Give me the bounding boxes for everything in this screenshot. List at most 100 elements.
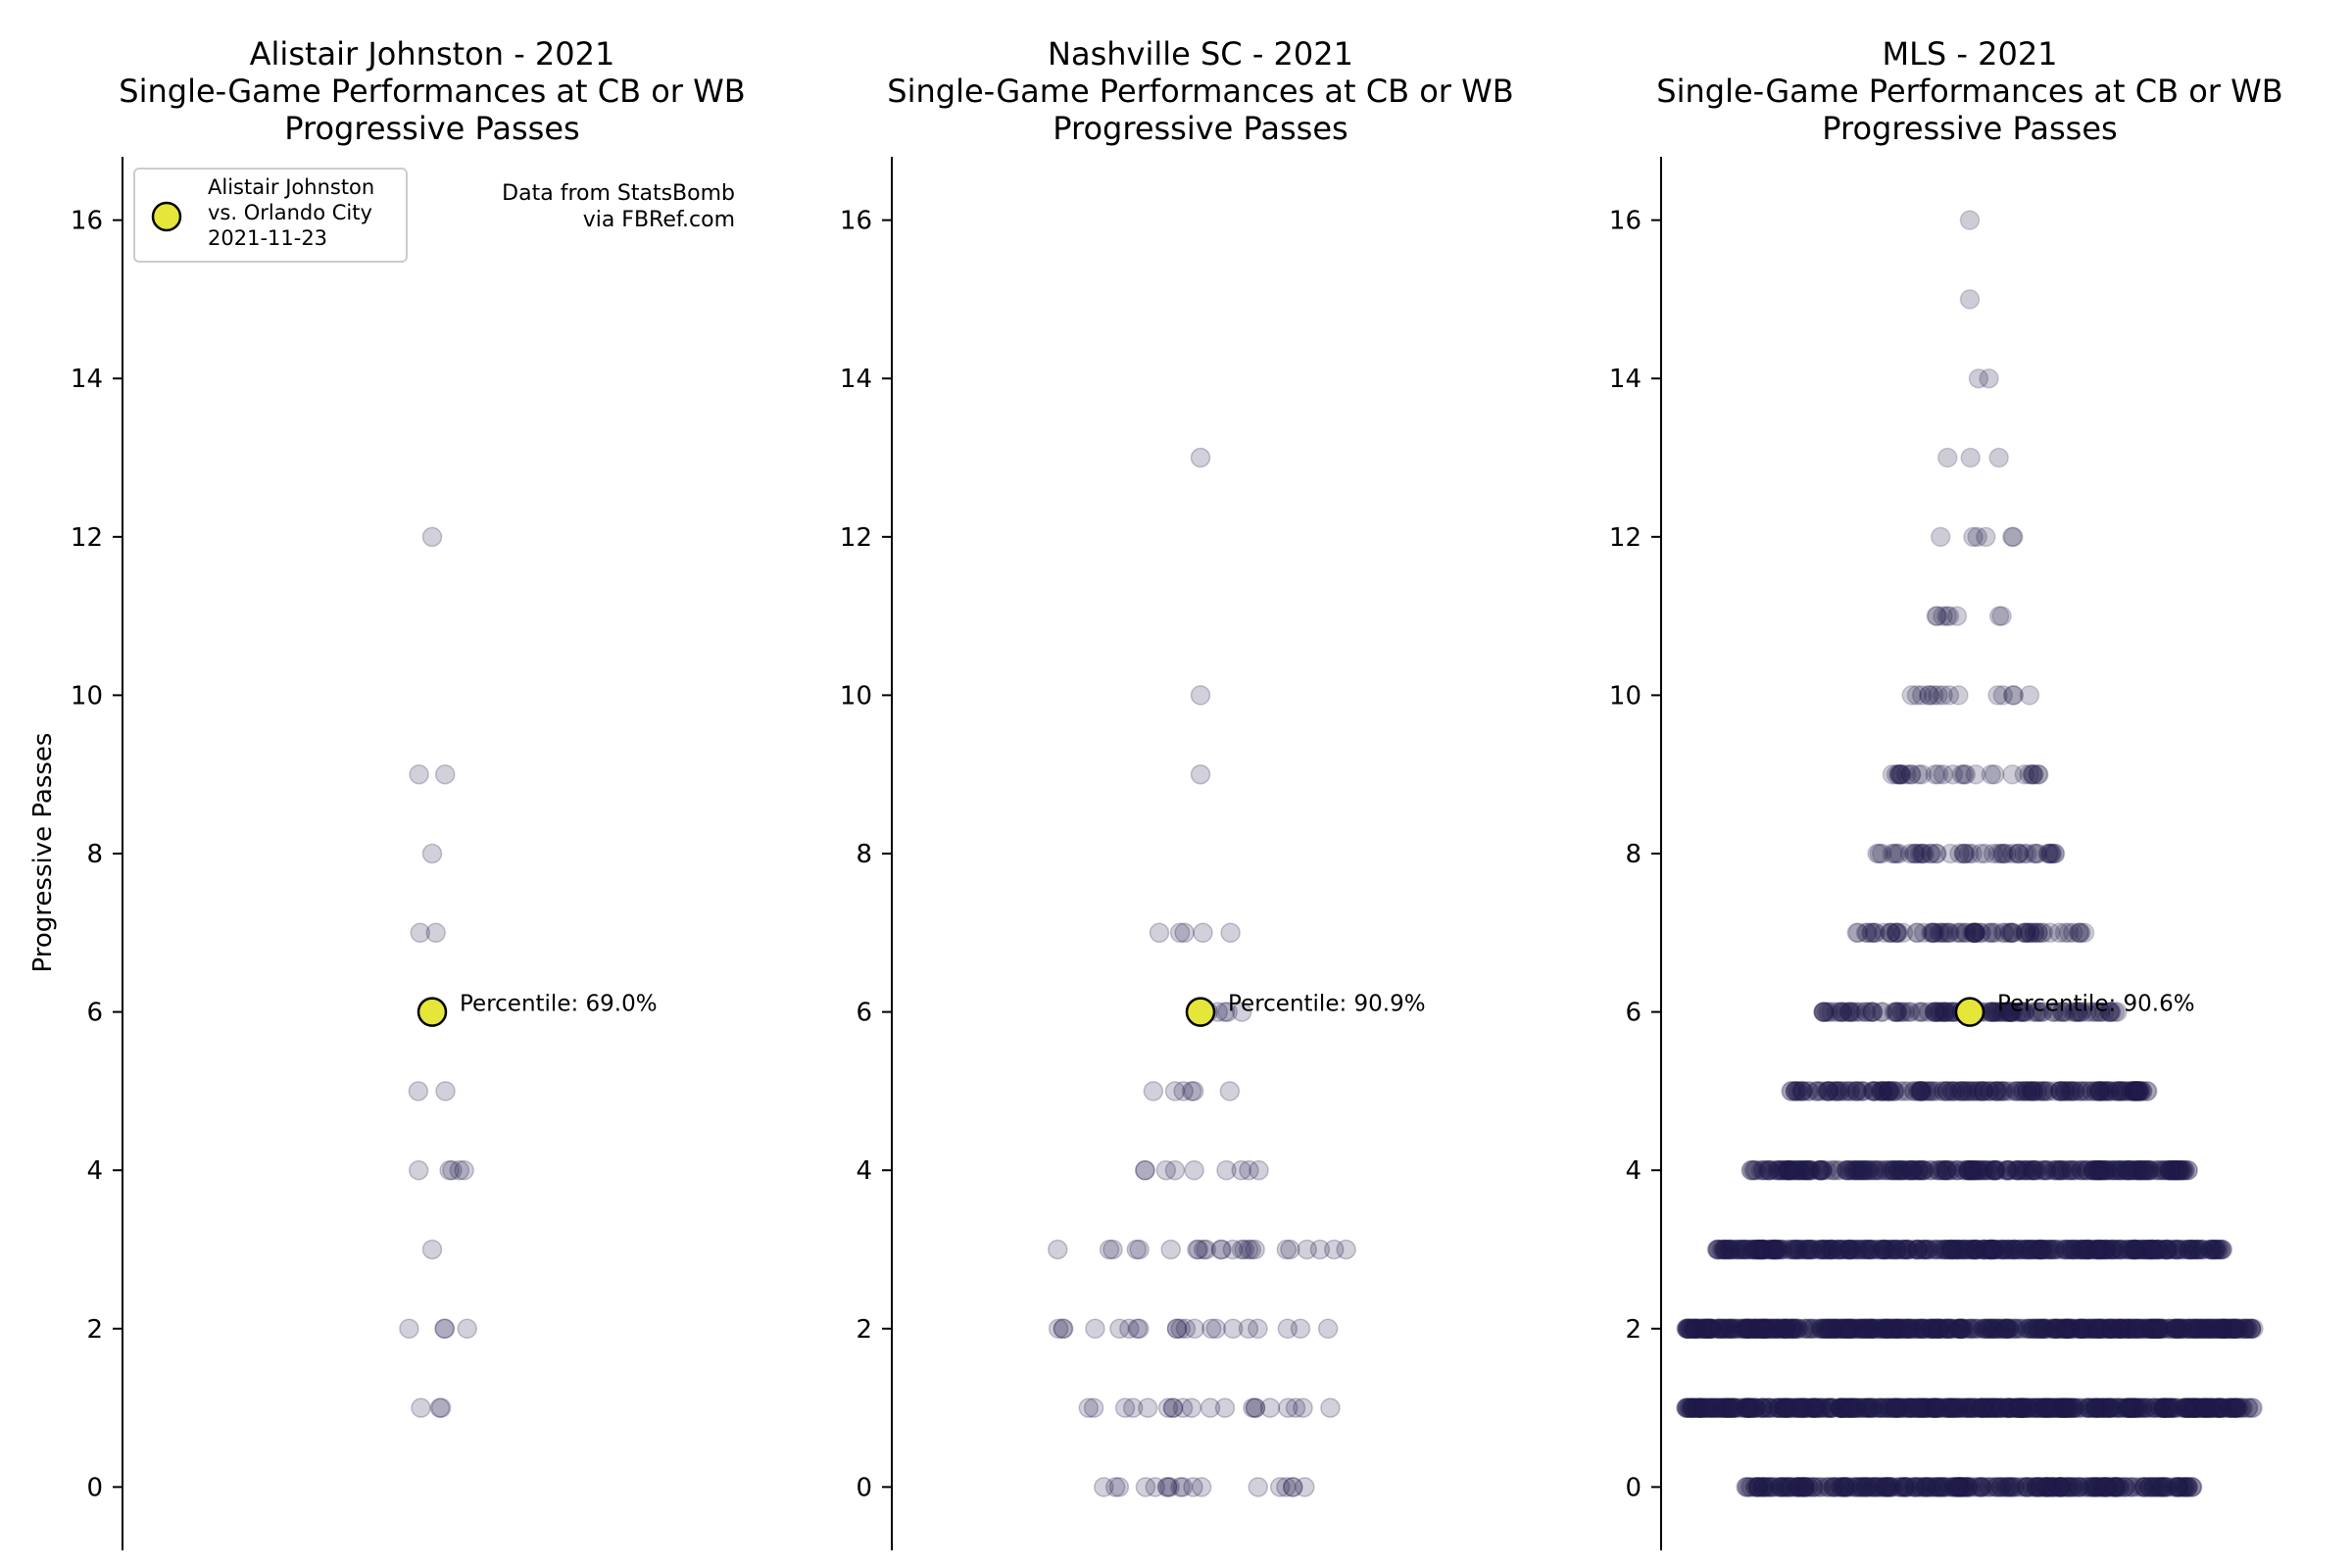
data-point	[1936, 1159, 1956, 1181]
data-point	[1855, 1477, 1877, 1497]
data-point	[2157, 1477, 2178, 1497]
data-point	[2026, 1477, 2047, 1497]
data-point	[1851, 1477, 1873, 1497]
data-point	[1889, 1477, 1911, 1497]
data-point	[1955, 1397, 1977, 1418]
data-point	[1998, 1477, 2020, 1497]
data-point	[1798, 1477, 1819, 1497]
data-point	[2053, 1397, 2074, 1418]
data-point	[1759, 1397, 1781, 1418]
data-point	[1985, 1477, 2007, 1497]
data-point	[1853, 1159, 1874, 1181]
data-point	[2115, 1477, 2136, 1497]
data-point	[1175, 1318, 1197, 1340]
data-point	[1850, 1397, 1871, 1418]
data-point	[1877, 1397, 1898, 1418]
data-point	[1833, 1477, 1854, 1497]
y-tick-label: 8	[856, 840, 872, 869]
data-point	[1324, 1239, 1345, 1260]
highlight-point	[416, 997, 448, 1027]
data-point	[1936, 447, 1958, 468]
legend-marker	[151, 201, 182, 232]
data-point	[2063, 1477, 2084, 1497]
y-tick-label: 6	[856, 999, 872, 1028]
data-point	[1220, 922, 1241, 944]
data-point	[2135, 1159, 2156, 1181]
data-point	[1791, 1397, 1812, 1418]
y-tick-label: 0	[856, 1473, 872, 1502]
data-point	[2107, 1477, 2128, 1497]
data-point	[1830, 1397, 1850, 1418]
data-point	[1894, 1477, 1915, 1497]
data-point	[457, 1318, 477, 1340]
data-point	[1222, 1318, 1244, 1340]
data-point	[1831, 1477, 1851, 1497]
data-point	[1686, 1397, 1706, 1418]
data-point	[2133, 1477, 2155, 1497]
data-point	[1859, 1477, 1880, 1497]
data-point	[2000, 1397, 2021, 1418]
data-point	[2179, 1397, 2199, 1418]
data-point	[2156, 1239, 2178, 1260]
data-point	[2047, 1397, 2069, 1418]
data-point	[2082, 1477, 2102, 1497]
data-point	[2023, 1477, 2043, 1497]
data-point	[2139, 1477, 2160, 1497]
data-point	[2178, 1477, 2198, 1497]
data-point	[1991, 1477, 2012, 1497]
data-point	[1825, 1477, 1845, 1497]
data-point	[1085, 1318, 1105, 1340]
data-point	[1917, 1477, 1938, 1497]
data-point	[1768, 1477, 1789, 1497]
data-point	[1861, 1477, 1883, 1497]
data-point	[1876, 1477, 1897, 1497]
data-point	[1857, 1397, 1878, 1418]
data-point	[1053, 1318, 1074, 1340]
data-point	[2181, 1477, 2203, 1497]
data-point	[1736, 1477, 1756, 1497]
data-point	[1793, 1477, 1815, 1497]
data-point	[1781, 1477, 1802, 1497]
data-point	[1048, 1318, 1069, 1340]
data-point	[1925, 1477, 1945, 1497]
data-point	[1851, 1477, 1873, 1497]
data-point	[2077, 1397, 2098, 1418]
data-point	[2014, 1397, 2034, 1418]
data-point	[421, 843, 443, 864]
data-point	[1833, 1477, 1853, 1497]
data-point	[2027, 1477, 2047, 1497]
data-point	[1898, 1477, 1920, 1497]
data-point	[1924, 1002, 1945, 1022]
data-point	[421, 1239, 443, 1260]
data-point	[1911, 1477, 1933, 1497]
data-point	[2050, 1397, 2072, 1418]
data-point	[2037, 1477, 2058, 1497]
y-tick-label: 14	[840, 365, 872, 394]
data-point	[2051, 1477, 2072, 1497]
y-tick-label: 12	[71, 523, 103, 553]
data-point	[2030, 1477, 2051, 1497]
data-point	[1961, 1477, 1982, 1497]
data-point	[2102, 1081, 2124, 1102]
data-point	[425, 922, 446, 944]
data-point	[1946, 922, 1967, 944]
data-point	[2167, 1477, 2187, 1497]
data-point	[1295, 1477, 1315, 1497]
data-point	[1248, 1318, 1268, 1340]
data-point	[1190, 685, 1211, 706]
data-point	[1679, 1397, 1699, 1418]
data-point	[1748, 1477, 1769, 1497]
data-point	[1912, 1397, 1934, 1418]
data-point	[1984, 1159, 2005, 1181]
data-point	[1972, 1397, 1992, 1418]
data-point	[1802, 1477, 1824, 1497]
data-point	[2102, 1477, 2124, 1497]
data-point	[1941, 1397, 1963, 1418]
data-point	[1949, 1477, 1971, 1497]
data-point	[2237, 1397, 2258, 1418]
data-point	[2124, 1397, 2145, 1418]
data-point	[2033, 1397, 2054, 1418]
data-point	[2124, 1397, 2145, 1418]
data-point	[1881, 1477, 1901, 1497]
data-point	[2181, 1477, 2202, 1497]
